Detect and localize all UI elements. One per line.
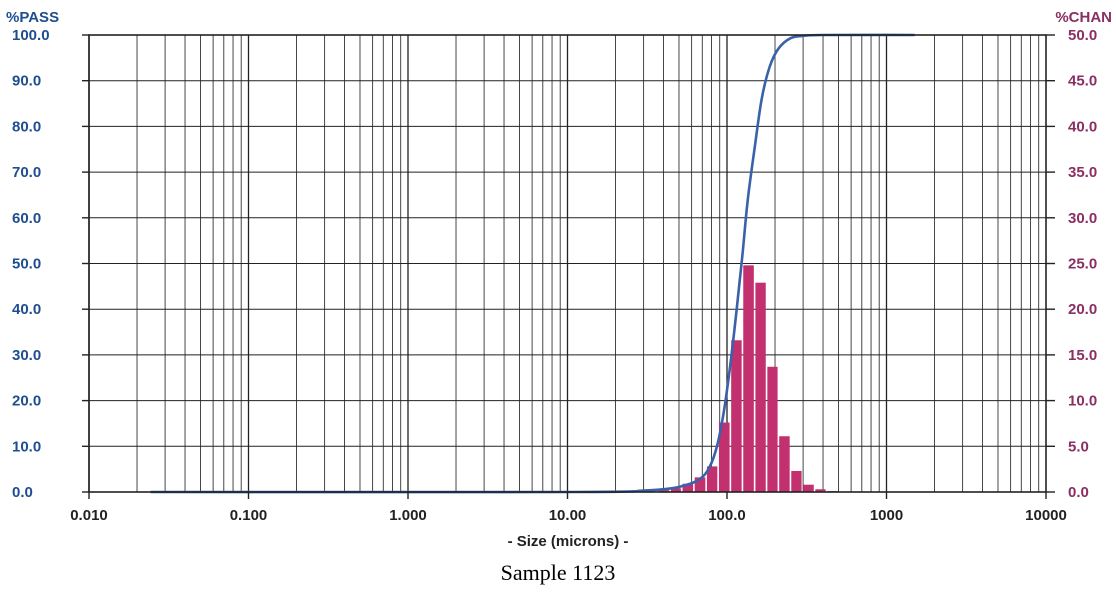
right-tick-label: 15.0 — [1068, 347, 1097, 364]
x-tick-label: 10.00 — [549, 507, 587, 524]
figure-caption: Sample 1123 — [500, 560, 616, 585]
x-tick-label: 100.0 — [708, 507, 746, 524]
histogram-bar — [779, 436, 790, 492]
left-tick-label: 30.0 — [12, 347, 41, 364]
histogram-bar — [767, 366, 778, 492]
right-axis-title: %CHAN — [1055, 9, 1112, 26]
chart-background — [0, 0, 1116, 560]
left-tick-label: 40.0 — [12, 301, 41, 318]
right-tick-label: 40.0 — [1068, 118, 1097, 135]
histogram-bar — [718, 422, 730, 492]
histogram-bar — [682, 483, 694, 492]
right-tick-label: 10.0 — [1068, 393, 1097, 410]
histogram-bar — [815, 489, 826, 492]
left-tick-label: 10.0 — [12, 438, 41, 455]
right-axis-ticks: 0.0 5.0 10.0 15.0 20.0 25.0 30.0 35.0 40.0 45.0 50… — [1046, 27, 1097, 501]
right-tick-label: 35.0 — [1068, 164, 1097, 181]
right-tick-label: 0.0 — [1068, 484, 1089, 501]
x-tick-label: 10000 — [1025, 507, 1067, 524]
left-tick-label: 70.0 — [12, 164, 41, 181]
right-tick-label: 50.0 — [1068, 27, 1097, 44]
right-tick-label: 30.0 — [1068, 210, 1097, 227]
histogram-bar — [694, 477, 706, 492]
cumulative-pass-line — [150, 33, 915, 494]
histogram-bar — [791, 470, 802, 492]
histogram-bar — [706, 466, 718, 492]
right-tick-label: 25.0 — [1068, 256, 1097, 273]
left-tick-label: 60.0 — [12, 210, 41, 227]
histogram-bar — [731, 340, 742, 492]
x-tick-label: 1000 — [870, 507, 903, 524]
left-tick-label: 20.0 — [12, 393, 41, 410]
left-tick-label: 50.0 — [12, 256, 41, 273]
histogram-bar — [803, 484, 814, 492]
x-tick-label: 1.000 — [389, 507, 427, 524]
x-axis-title: - Size (microns) - — [508, 533, 629, 550]
cumulative-line — [150, 33, 915, 494]
histogram-bar — [670, 488, 681, 492]
right-tick-label: 5.0 — [1068, 438, 1089, 455]
histogram-bar — [658, 490, 670, 492]
x-tick-label: 0.010 — [70, 507, 108, 524]
histogram-bar — [755, 282, 766, 492]
right-tick-label: 20.0 — [1068, 301, 1097, 318]
left-tick-label: 80.0 — [12, 118, 41, 135]
left-tick-label: 100.0 — [12, 27, 50, 44]
left-axis-title: %PASS — [6, 9, 59, 26]
left-tick-label: 0.0 — [12, 484, 33, 501]
histogram-bars — [658, 265, 838, 492]
left-tick-label: 90.0 — [12, 73, 41, 90]
x-tick-label: 0.100 — [230, 507, 268, 524]
x-axis-ticks: 0.010 0.100 1.000 10.00 100.0 1000 10000 — [70, 492, 1067, 524]
right-tick-label: 45.0 — [1068, 73, 1097, 90]
particle-size-chart: 0.0 10.0 20.0 30.0 40.0 50.0 60.0 70.0 80.0 90.0 1… — [0, 0, 1116, 560]
left-axis-ticks: 0.0 10.0 20.0 30.0 40.0 50.0 60.0 70.0 80.0 90.0 1… — [12, 27, 89, 501]
histogram-bar — [743, 265, 754, 492]
